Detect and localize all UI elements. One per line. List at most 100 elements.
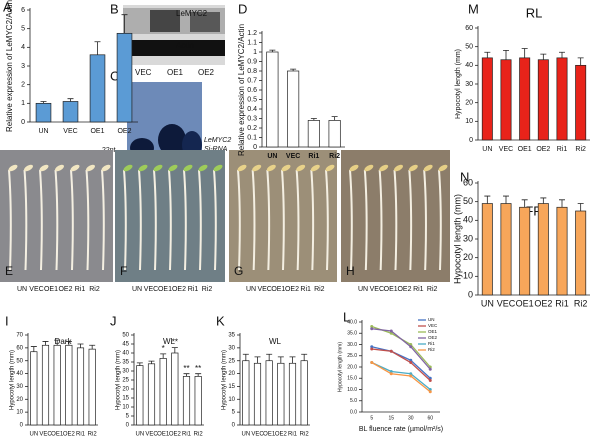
bar: [575, 64, 587, 141]
y-tick-label: 2: [21, 82, 25, 89]
y-tick-label: 1.2: [247, 30, 257, 37]
photo-label: UN: [358, 286, 368, 293]
y-axis-label: Relative expression of LeMYC2/Actin: [5, 0, 14, 132]
bar: [277, 362, 285, 426]
point: [428, 388, 432, 391]
cotyledon: [153, 164, 163, 172]
photo-label: OE2: [397, 286, 411, 293]
y-tick-label: 30: [16, 384, 23, 390]
seedling: [438, 169, 442, 271]
bar: [266, 51, 279, 148]
cotyledon: [237, 164, 247, 172]
point: [409, 372, 413, 376]
chart-panel: D 0 0.1 0.2 0.3 0.4 0.5 0.6 0.7 0.8 0.9 1 1.1 1.2Rela…: [237, 1, 345, 160]
panel-letter: F: [120, 264, 127, 278]
y-axis-label: Hypocotyl length (mm): [452, 194, 462, 284]
seedling: [349, 169, 353, 271]
significance-label: **: [195, 364, 201, 373]
y-tick-label: 40: [16, 371, 23, 377]
bar: [171, 352, 179, 426]
error-bar: [77, 343, 84, 348]
bar: [159, 358, 167, 426]
y-axis-label: Hypocotyl length (mm): [337, 342, 343, 392]
blot-band: [123, 40, 225, 56]
y-tick-label: 10: [465, 118, 473, 125]
photo-label: UN: [132, 286, 142, 293]
y-tick-label: 30: [122, 369, 129, 375]
bar: [136, 365, 144, 426]
x-tick-label: OE1: [51, 432, 64, 438]
significance-label: **: [172, 338, 178, 347]
cotyledon: [54, 164, 65, 172]
panel-letter: B: [110, 1, 119, 16]
photo-label: OE1: [384, 286, 398, 293]
y-tick-label: 40: [463, 215, 473, 225]
y-axis-label: Hypocotyl length (mm): [116, 350, 122, 410]
y-tick-label: 1.1: [247, 39, 257, 46]
probe-label: Si-RNA: [204, 146, 228, 153]
y-tick-label: 15.0: [347, 376, 357, 382]
photo-label: VEC: [257, 286, 271, 293]
seedling: [183, 169, 187, 271]
blot-band: [190, 12, 220, 32]
cotyledon: [379, 164, 389, 172]
bar: [182, 376, 191, 426]
seedling: [325, 169, 329, 271]
x-tick-label: VEC: [39, 432, 52, 438]
significance-label: *: [162, 344, 165, 353]
y-tick-label: 25: [228, 358, 235, 364]
chart-panel: A 0 1 2 3 4 5 6 Relative expression of LeMYC2/Ac…: [3, 0, 138, 135]
cotyledon: [281, 164, 291, 172]
photo-label: Ri1: [300, 286, 311, 293]
panel-letter: K: [216, 313, 225, 328]
point: [389, 370, 393, 373]
x-tick-label: Ri1: [182, 432, 192, 438]
y-tick-label: 0: [126, 423, 130, 429]
x-tick-label: OE2: [117, 128, 131, 135]
bar: [265, 360, 273, 426]
y-tick-label: 0: [468, 289, 473, 299]
y-axis-label: Hypocotyl length (mm): [222, 350, 228, 410]
significance-label: **: [183, 364, 189, 373]
point: [428, 367, 432, 371]
error-bar: [89, 344, 96, 350]
error-bar: [277, 356, 284, 364]
panel-letter: L: [343, 309, 350, 324]
y-tick-label: 20: [463, 252, 473, 262]
cotyledon: [252, 164, 262, 172]
x-tick-label: Ri1: [555, 298, 569, 308]
photo-label: UN: [17, 286, 27, 293]
x-tick-label: UN: [135, 432, 144, 438]
y-tick-label: 1: [21, 100, 25, 107]
chart-title: WL: [269, 337, 282, 346]
y-tick-label: 0: [469, 137, 473, 144]
bar: [194, 376, 202, 426]
x-tick-label: UN: [241, 432, 250, 438]
legend-label: Ri1: [428, 341, 435, 346]
lane-label: OE2: [198, 68, 215, 77]
y-tick-label: 10: [122, 405, 129, 411]
blot-band: [150, 10, 180, 32]
panel-letter: E: [5, 264, 13, 278]
cotyledon: [85, 164, 96, 172]
cotyledon: [70, 164, 80, 172]
bar: [53, 344, 61, 426]
x-tick-label: Ri1: [288, 432, 298, 438]
y-tick-label: 30.0: [347, 342, 357, 348]
photo-label: VEC: [29, 286, 43, 293]
chart-panel: M 0 10 20 30 40 50 60 Hypocotyl length (mm) RL UN V…: [455, 1, 590, 153]
x-tick-label: VEC: [499, 146, 513, 153]
error-bar: [67, 98, 74, 102]
y-tick-label: 20: [228, 371, 235, 377]
cotyledon: [266, 164, 276, 172]
x-tick-label: Ri1: [557, 146, 568, 153]
y-tick-label: 0: [20, 423, 24, 429]
y-tick-label: 3: [21, 63, 25, 70]
seedling: [39, 169, 43, 271]
bar: [328, 120, 341, 148]
x-tick-label: Ri1: [76, 432, 86, 438]
cotyledon: [438, 164, 448, 172]
axis-line: [133, 333, 204, 426]
photo-label: OE2: [58, 286, 72, 293]
panel-letter: I: [5, 313, 9, 328]
